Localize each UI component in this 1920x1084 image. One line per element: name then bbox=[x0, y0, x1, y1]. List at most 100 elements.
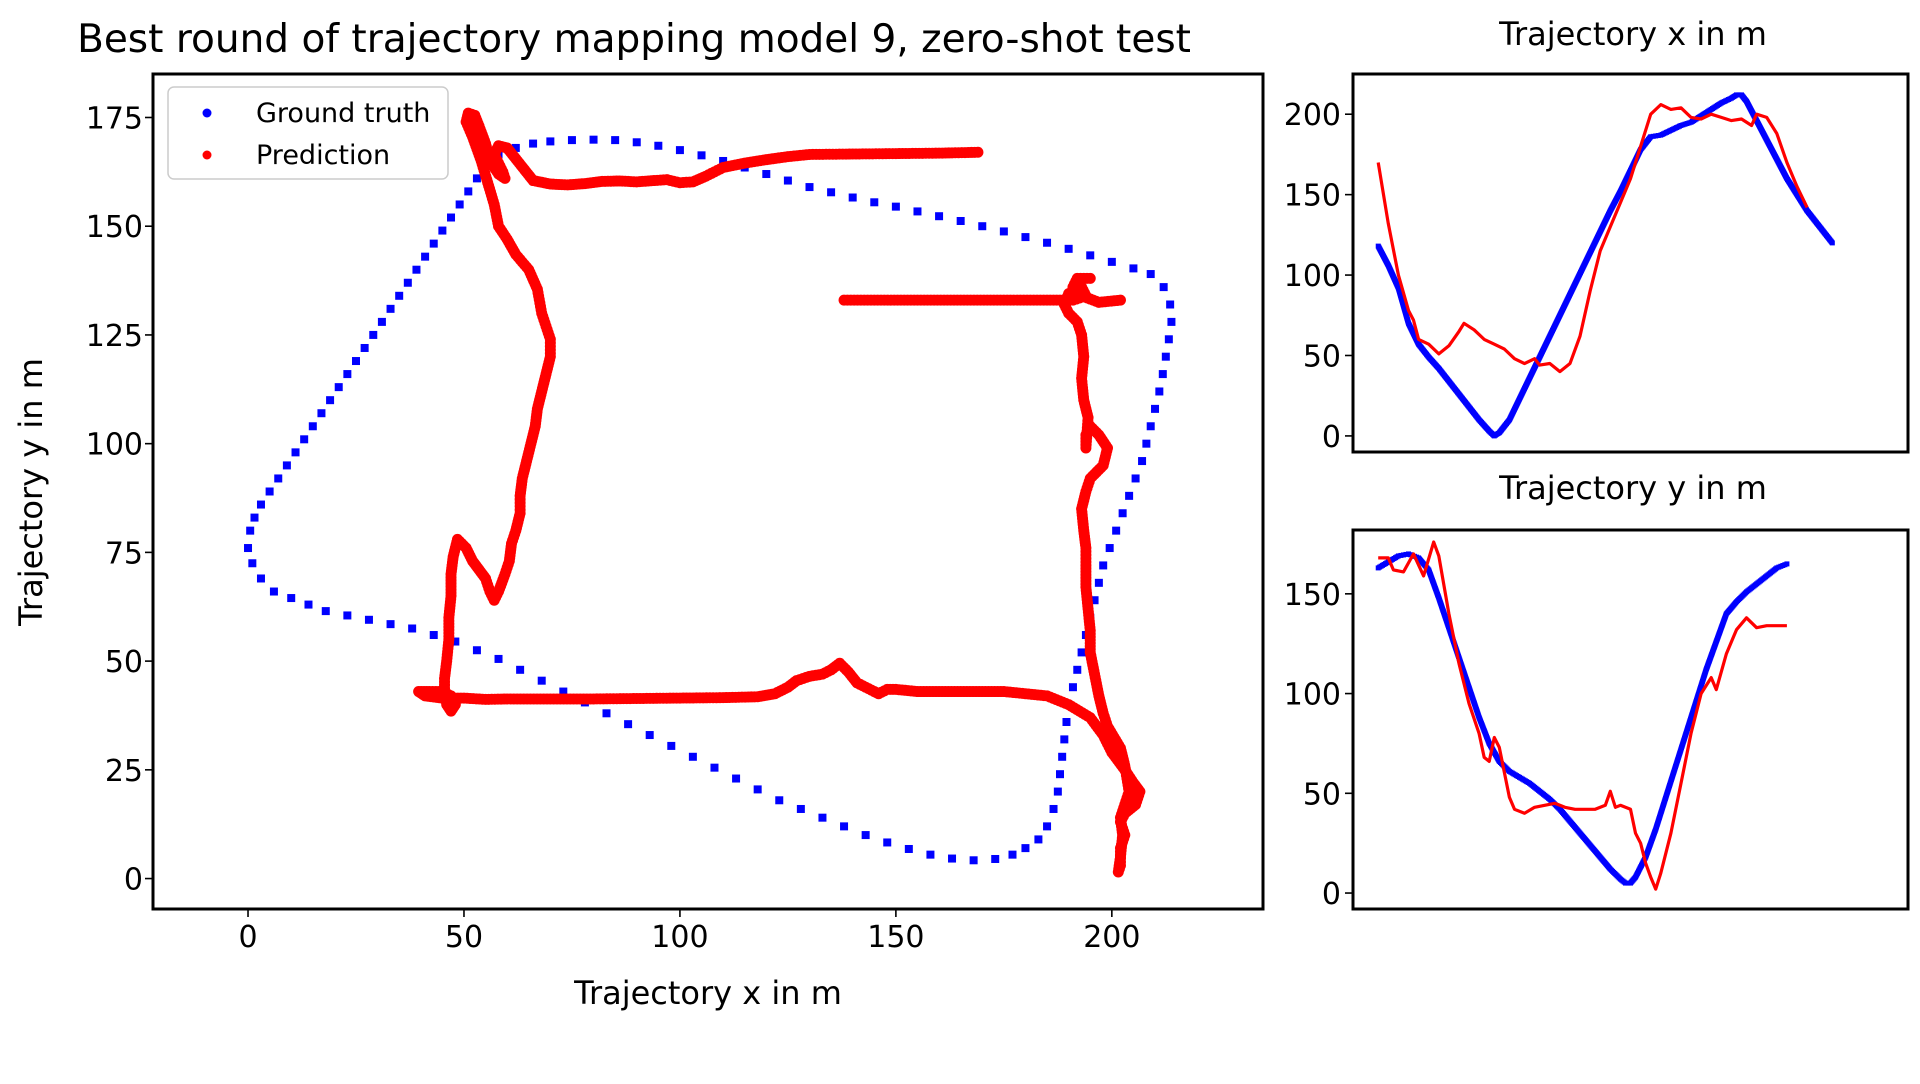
ground-truth-point bbox=[675, 146, 684, 155]
legend-ground-truth-marker bbox=[202, 108, 212, 118]
ground-truth-point bbox=[1073, 665, 1082, 674]
ground-truth-point bbox=[1164, 335, 1173, 344]
ground-truth-point bbox=[1653, 133, 1659, 139]
ground-truth-point bbox=[429, 631, 438, 640]
ground-truth-point bbox=[1043, 822, 1052, 831]
ground-truth-point bbox=[948, 854, 957, 863]
ground-truth-point bbox=[1125, 491, 1134, 500]
ground-truth-point bbox=[1107, 257, 1116, 266]
ground-truth-point bbox=[287, 594, 296, 603]
main-x-axis-label: Trajectory x in m bbox=[573, 974, 842, 1012]
ground-truth-point bbox=[1099, 561, 1108, 570]
y-tick-label: 150 bbox=[1284, 578, 1341, 613]
main-ground-truth-series bbox=[244, 135, 1176, 865]
ground-truth-point bbox=[386, 304, 395, 313]
ground-truth-point bbox=[697, 151, 706, 160]
main-x-ticks: 0 50 100 150 200 bbox=[238, 909, 1140, 955]
ground-truth-point bbox=[429, 239, 438, 248]
ground-truth-point bbox=[1118, 509, 1127, 518]
ground-truth-point bbox=[624, 720, 633, 729]
ground-truth-point bbox=[1129, 264, 1138, 273]
legend-prediction-label: Prediction bbox=[256, 140, 390, 171]
ground-truth-point bbox=[1167, 317, 1176, 326]
y-tick-label: 25 bbox=[105, 754, 143, 789]
ground-truth-point bbox=[1395, 553, 1401, 559]
prediction-point bbox=[1084, 272, 1096, 284]
ground-truth-point bbox=[611, 136, 620, 145]
ground-truth-point bbox=[256, 574, 265, 583]
ground-truth-point bbox=[265, 487, 274, 496]
ground-truth-point bbox=[360, 343, 369, 352]
ground-truth-point bbox=[956, 216, 965, 225]
ground-truth-point bbox=[1064, 244, 1073, 253]
ground-truth-point bbox=[645, 731, 654, 740]
ground-truth-point bbox=[269, 587, 278, 596]
ground-truth-point bbox=[602, 709, 611, 718]
ground-truth-point bbox=[654, 141, 663, 150]
x-tick-label: 100 bbox=[651, 920, 708, 955]
ground-truth-point bbox=[244, 544, 253, 553]
ground-truth-point bbox=[1784, 561, 1790, 567]
ground-truth-point bbox=[256, 500, 265, 509]
ground-truth-point bbox=[926, 850, 935, 859]
legend-box bbox=[167, 86, 449, 180]
ground-truth-point bbox=[464, 187, 473, 196]
ground-truth-point bbox=[1094, 578, 1103, 587]
ground-truth-point bbox=[1155, 387, 1164, 396]
ground-truth-point bbox=[1146, 270, 1155, 279]
ground-truth-point bbox=[1060, 735, 1069, 744]
ground-truth-point bbox=[1648, 134, 1654, 140]
ground-truth-point bbox=[1062, 717, 1071, 726]
ground-truth-point bbox=[1068, 683, 1077, 692]
ground-truth-point bbox=[567, 136, 576, 145]
ground-truth-point bbox=[805, 183, 814, 192]
ground-truth-point bbox=[1398, 552, 1404, 558]
ground-truth-point bbox=[1146, 422, 1155, 431]
ground-truth-point bbox=[1053, 787, 1062, 796]
ground-truth-point bbox=[1655, 133, 1661, 139]
ground-truth-point bbox=[1650, 133, 1656, 139]
ground-truth-point bbox=[870, 198, 879, 207]
ground-truth-point bbox=[1625, 880, 1631, 886]
main-prediction-series bbox=[413, 107, 1146, 878]
ground-truth-point bbox=[1034, 835, 1043, 844]
ground-truth-point bbox=[688, 752, 697, 761]
ground-truth-point bbox=[1159, 283, 1168, 292]
ground-truth-point bbox=[282, 461, 291, 470]
ground-truth-point bbox=[667, 741, 676, 750]
ground-truth-point bbox=[1077, 648, 1086, 657]
ground-truth-point bbox=[1158, 370, 1167, 379]
ground-truth-point bbox=[246, 526, 255, 535]
ground-truth-point bbox=[351, 357, 360, 366]
ground-truth-point bbox=[861, 831, 870, 840]
legend-prediction-marker bbox=[202, 150, 212, 160]
ground-truth-point bbox=[1008, 850, 1017, 859]
ground-truth-point bbox=[999, 227, 1008, 236]
ground-truth-point bbox=[1058, 752, 1067, 761]
ground-truth-point bbox=[904, 844, 913, 853]
ground-truth-point bbox=[447, 213, 456, 222]
ground-truth-point bbox=[1056, 770, 1065, 779]
ground-truth-point bbox=[291, 448, 300, 457]
y-tick-label: 0 bbox=[124, 863, 143, 898]
ground-truth-point bbox=[1090, 596, 1099, 605]
ground-truth-point bbox=[1021, 844, 1030, 853]
ground-truth-point bbox=[408, 624, 417, 633]
ground-truth-point bbox=[300, 435, 309, 444]
ground-truth-point bbox=[364, 615, 373, 624]
ground-truth-point bbox=[1142, 439, 1151, 448]
traj-x-chart-title: Trajectory x in m bbox=[1498, 15, 1767, 53]
y-tick-label: 0 bbox=[1322, 420, 1341, 455]
ground-truth-point bbox=[1049, 804, 1058, 813]
ground-truth-point bbox=[304, 600, 313, 609]
traj-y-chart-title: Trajectory y in m bbox=[1498, 469, 1767, 507]
ground-truth-point bbox=[935, 212, 944, 221]
traj-y-y-ticks: 0 50 100 150 bbox=[1284, 578, 1353, 912]
ground-truth-point bbox=[377, 317, 386, 326]
ground-truth-point bbox=[1736, 92, 1742, 98]
ground-truth-point bbox=[827, 188, 836, 197]
ground-truth-point bbox=[848, 193, 857, 202]
ground-truth-point bbox=[1733, 92, 1739, 98]
ground-truth-point bbox=[969, 856, 978, 865]
